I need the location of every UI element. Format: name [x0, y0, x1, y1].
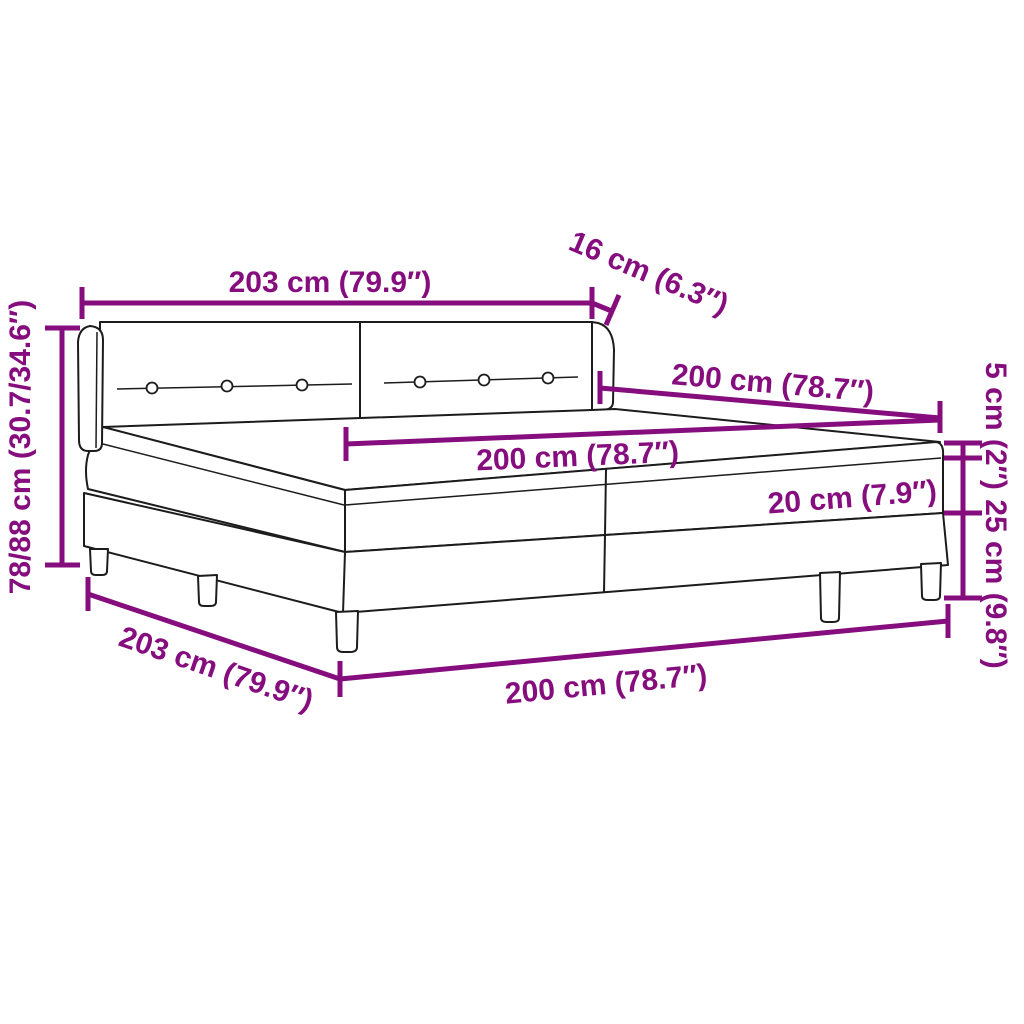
dim-total-height: 78/88 cm (30.7/34.6″) [4, 300, 80, 595]
wing-body [77, 325, 104, 452]
button [295, 378, 309, 392]
headboard-wing [77, 325, 104, 452]
dim-base-front-width: 200 cm (78.7″) [339, 604, 951, 711]
leg-foot-right [920, 562, 942, 601]
topper-seam-foot [344, 457, 942, 506]
leg-foot-middle [819, 571, 841, 623]
base-near-corner-edge [342, 551, 346, 614]
dim-label-total-height: 78/88 cm (30.7/34.6″) [4, 300, 37, 595]
dim-label-base-height: 25 cm (9.8″) [979, 499, 1012, 668]
dim-label-headboard-width: 203 cm (79.9″) [229, 266, 432, 299]
dim-right-bracket: 5 cm (2″) 25 cm (9.8″) [944, 362, 1012, 669]
button [477, 373, 491, 387]
legs [89, 548, 942, 653]
button [413, 375, 427, 389]
topper-seam-left [94, 441, 345, 506]
button [541, 371, 555, 385]
leg-back-left [89, 548, 109, 576]
box-spring-base [83, 492, 949, 614]
headboard-end-cap [591, 321, 615, 412]
dim-label-topper-thickness: 5 cm (2″) [979, 362, 1012, 490]
tufting-buttons [145, 371, 555, 395]
dim-label-base-front-width: 200 cm (78.7″) [504, 658, 709, 710]
button [145, 381, 159, 395]
mattress-split-seam [604, 468, 607, 536]
wing-crease [95, 331, 98, 449]
dim-headboard-width: 203 cm (79.9″) [79, 266, 595, 319]
base-split-seam [603, 534, 606, 593]
button [220, 379, 234, 393]
leg-left-middle [197, 574, 218, 607]
leg-front-corner [335, 610, 359, 653]
